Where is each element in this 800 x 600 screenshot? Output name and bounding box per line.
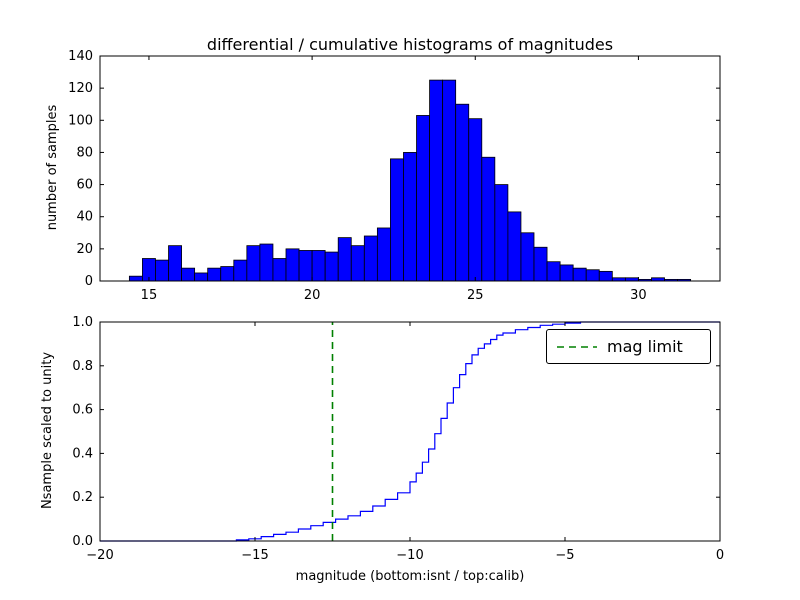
histogram-bar	[298, 250, 313, 282]
x-tick-label: −10	[396, 548, 423, 563]
histogram-bar	[390, 158, 404, 282]
histogram-bar	[285, 248, 300, 282]
bottom-x-axis-label: magnitude (bottom:isnt / top:calib)	[295, 569, 525, 584]
y-tick-label: 0.2	[72, 490, 93, 505]
histogram-bar	[272, 258, 287, 282]
histogram-bar	[429, 79, 444, 282]
x-tick-label: 15	[141, 288, 158, 303]
histogram-bar	[376, 227, 391, 282]
histogram-bar	[350, 245, 365, 282]
histogram-bar	[546, 261, 561, 282]
histogram-bar	[507, 211, 522, 282]
histogram-bar	[181, 267, 196, 282]
histogram-bar	[363, 235, 378, 282]
y-tick-label: 1.0	[72, 315, 93, 330]
histogram-bar	[533, 246, 548, 282]
histogram-bar	[324, 251, 339, 282]
histogram-bar	[598, 270, 613, 282]
histogram-bar	[416, 115, 430, 282]
top-y-axis-label: number of samples	[45, 104, 60, 231]
histogram-bar	[194, 272, 209, 282]
histogram-bar	[259, 243, 274, 282]
histogram-bar	[481, 156, 496, 282]
histogram-bar	[337, 237, 352, 282]
histogram-bar	[585, 269, 600, 282]
axes-frame	[99, 55, 721, 282]
y-tick-label: 0	[85, 274, 93, 289]
y-tick-label: 40	[76, 210, 93, 225]
x-tick-label: 0	[716, 548, 724, 563]
histogram-bar	[468, 118, 483, 282]
y-tick-label: 0.4	[72, 446, 93, 461]
x-tick-label: 30	[630, 288, 647, 303]
y-tick-label: 60	[76, 178, 93, 193]
histogram-bar	[155, 259, 169, 282]
y-tick-label: 140	[68, 49, 93, 64]
y-tick-label: 100	[68, 113, 93, 128]
y-tick-label: 80	[76, 145, 93, 160]
y-tick-label: 0.6	[72, 403, 93, 418]
x-tick-label: 20	[304, 288, 321, 303]
figure-title: differential / cumulative histograms of …	[206, 35, 614, 54]
histogram-bar	[220, 266, 235, 282]
legend-label: mag limit	[607, 337, 683, 356]
histogram-bar	[207, 267, 222, 282]
legend-dashed-line-sample	[557, 345, 597, 348]
histogram-bar	[559, 264, 574, 282]
histogram-bar	[168, 245, 182, 282]
histogram-bar	[455, 103, 470, 282]
histogram-bar	[520, 232, 535, 282]
histogram-bar	[128, 275, 143, 282]
y-tick-label: 20	[76, 242, 93, 257]
histogram-bar	[403, 152, 417, 282]
histogram-bar	[494, 184, 509, 282]
histogram-bar	[572, 267, 587, 282]
x-tick-label: −20	[86, 548, 113, 563]
cumulative-step-line	[100, 321, 720, 542]
legend: mag limit	[546, 329, 711, 364]
y-tick-label: 0.8	[72, 359, 93, 374]
histogram-bar	[311, 250, 326, 282]
histogram-bar	[233, 259, 248, 282]
x-tick-label: −15	[241, 548, 268, 563]
histogram-bar	[442, 79, 457, 282]
y-tick-label: 0.0	[72, 534, 93, 549]
x-tick-label: 25	[467, 288, 484, 303]
bottom-y-axis-label: Nsample scaled to unity	[40, 351, 55, 510]
histogram-bar	[246, 245, 261, 282]
y-tick-label: 120	[68, 81, 93, 96]
x-tick-label: −5	[555, 548, 574, 563]
axes-frame	[99, 321, 721, 542]
